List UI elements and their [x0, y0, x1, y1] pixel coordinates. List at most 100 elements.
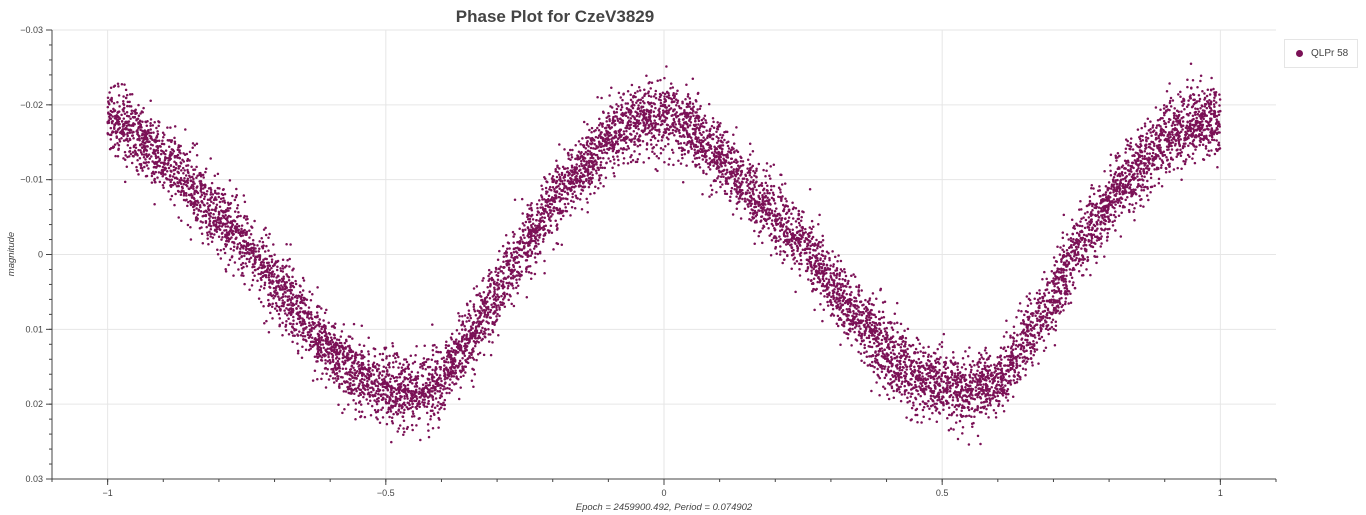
- data-point: [564, 206, 567, 209]
- data-point: [135, 118, 138, 122]
- data-point: [655, 155, 659, 158]
- data-point: [922, 354, 925, 358]
- data-point: [832, 283, 836, 287]
- data-point: [949, 427, 953, 430]
- data-point: [659, 123, 663, 127]
- data-point: [1025, 295, 1029, 298]
- data-point: [774, 239, 778, 242]
- data-point: [775, 207, 778, 210]
- data-point: [205, 192, 208, 196]
- data-point: [1088, 199, 1092, 203]
- data-point: [829, 264, 832, 267]
- data-point: [423, 401, 426, 404]
- data-point: [378, 352, 382, 356]
- data-point: [248, 288, 251, 292]
- data-point: [244, 262, 247, 265]
- data-point: [513, 233, 516, 236]
- data-point: [275, 279, 278, 283]
- data-point: [145, 149, 149, 152]
- data-point: [172, 172, 176, 176]
- data-point: [1068, 280, 1071, 283]
- data-point: [1115, 159, 1118, 162]
- data-point: [381, 352, 385, 356]
- data-point: [328, 358, 331, 362]
- data-point: [663, 97, 666, 101]
- data-point: [308, 290, 311, 294]
- data-point: [215, 230, 219, 233]
- data-point: [1191, 127, 1195, 131]
- data-point: [835, 322, 839, 326]
- data-point: [397, 355, 400, 359]
- data-point: [715, 141, 719, 144]
- data-point: [123, 150, 127, 154]
- data-point: [1064, 280, 1068, 283]
- data-point: [702, 136, 705, 139]
- data-point: [182, 182, 186, 186]
- data-point: [1060, 258, 1063, 262]
- data-point: [891, 335, 895, 338]
- data-point: [228, 258, 232, 262]
- data-point: [204, 167, 208, 171]
- data-point: [1177, 93, 1180, 96]
- data-point: [1062, 271, 1065, 274]
- data-point: [860, 313, 864, 317]
- data-point: [962, 363, 966, 366]
- data-point: [560, 193, 564, 197]
- data-point: [766, 196, 769, 199]
- data-point: [164, 153, 167, 156]
- data-point: [717, 136, 720, 140]
- data-point: [1208, 99, 1211, 102]
- data-point: [500, 294, 503, 298]
- data-point: [1039, 329, 1043, 333]
- data-point: [590, 130, 593, 134]
- data-point: [1124, 160, 1128, 163]
- data-point: [529, 277, 533, 281]
- data-point: [1201, 143, 1205, 146]
- data-point: [703, 114, 707, 118]
- data-point: [928, 417, 931, 421]
- data-point: [248, 229, 251, 232]
- data-point: [1083, 226, 1087, 230]
- data-point: [1115, 189, 1119, 193]
- data-point: [124, 96, 128, 100]
- data-point: [153, 202, 156, 206]
- data-point: [487, 274, 490, 278]
- data-point: [653, 125, 657, 129]
- data-point: [279, 267, 282, 270]
- data-point: [1073, 268, 1076, 271]
- data-point: [612, 158, 616, 161]
- data-point: [618, 117, 622, 121]
- data-point: [773, 210, 777, 213]
- data-point: [472, 287, 476, 290]
- data-point: [1109, 191, 1112, 194]
- data-point: [240, 227, 243, 231]
- data-point: [634, 126, 638, 130]
- data-point: [590, 181, 593, 185]
- data-point: [209, 225, 213, 228]
- data-point: [678, 106, 682, 110]
- data-point: [256, 244, 259, 247]
- data-point: [831, 278, 834, 282]
- data-point: [845, 307, 849, 311]
- data-point: [1005, 319, 1008, 322]
- data-point: [139, 149, 142, 152]
- data-point: [986, 404, 990, 407]
- data-point: [1218, 131, 1221, 134]
- data-point: [748, 142, 752, 145]
- data-point: [1094, 206, 1098, 210]
- data-point: [698, 156, 701, 160]
- data-point: [1200, 104, 1204, 107]
- data-point: [514, 286, 518, 289]
- data-point: [526, 226, 530, 230]
- data-point: [880, 316, 883, 319]
- data-point: [800, 229, 804, 232]
- data-point: [398, 376, 402, 379]
- data-point: [615, 103, 618, 106]
- data-point: [454, 364, 458, 368]
- data-point: [397, 427, 401, 430]
- data-point: [257, 250, 260, 253]
- data-point: [991, 382, 994, 385]
- data-point: [530, 209, 534, 212]
- data-point: [309, 310, 313, 314]
- data-point: [218, 200, 222, 204]
